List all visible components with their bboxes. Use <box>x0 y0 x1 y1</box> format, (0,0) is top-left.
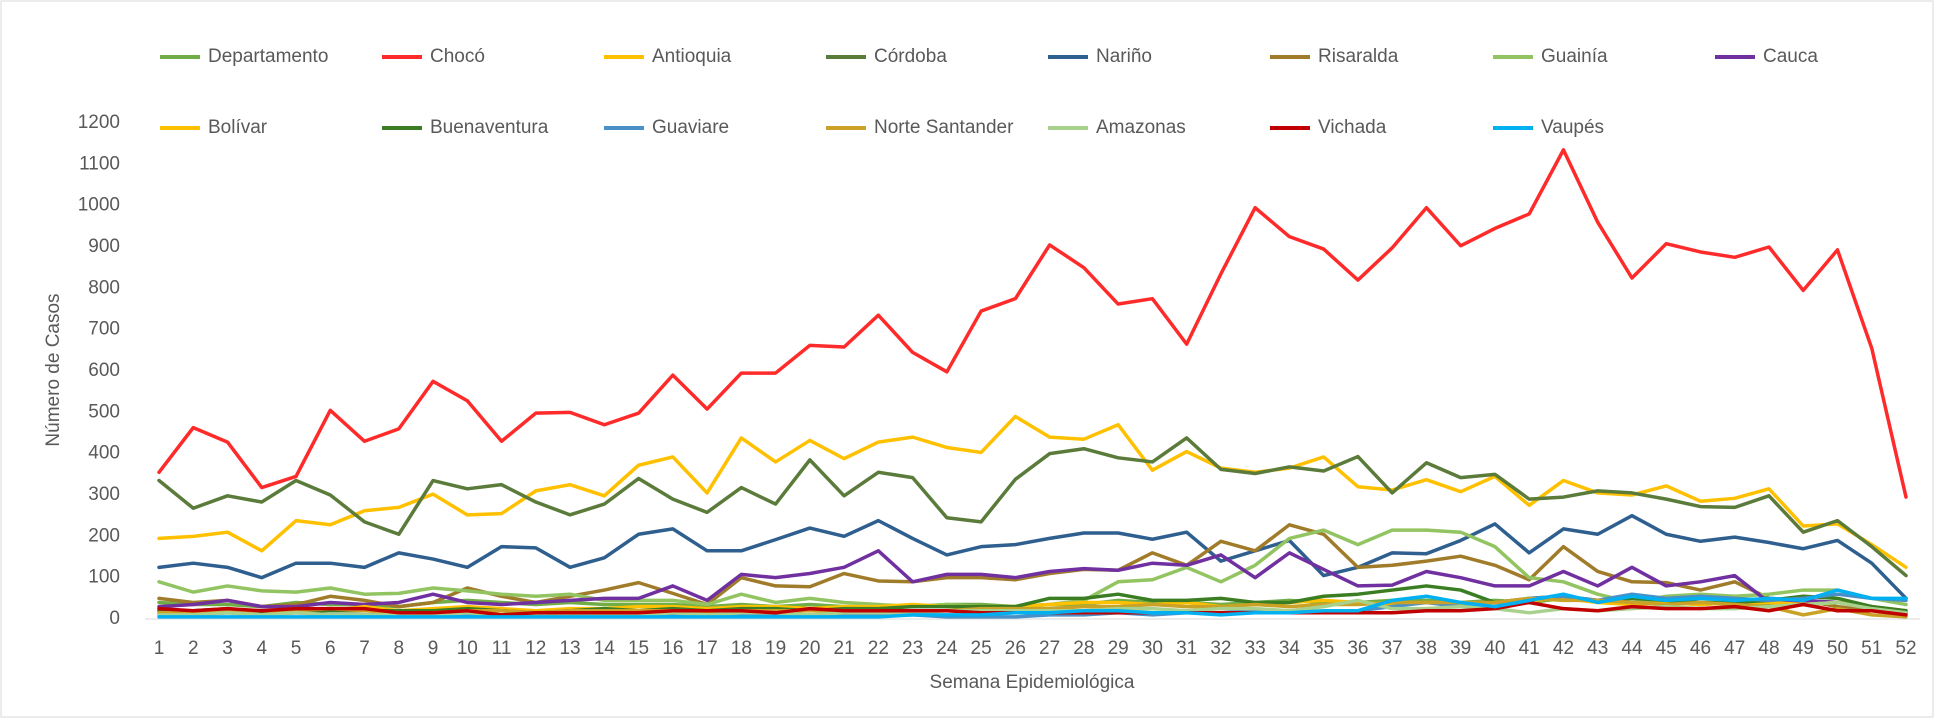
legend-label: Chocó <box>430 46 485 67</box>
x-tick-label: 5 <box>291 638 302 659</box>
x-tick-label: 50 <box>1827 638 1848 659</box>
legend-label: Buenaventura <box>430 117 549 138</box>
legend-label: Cauca <box>1763 46 1818 67</box>
legend-label: Amazonas <box>1096 117 1186 138</box>
x-tick-label: 22 <box>868 638 889 659</box>
x-tick-label: 31 <box>1176 638 1197 659</box>
legend-label: Nariño <box>1096 46 1152 67</box>
x-tick-label: 24 <box>936 638 958 659</box>
x-tick-label: 35 <box>1313 638 1334 659</box>
x-tick-label: 43 <box>1587 638 1608 659</box>
x-axis-title: Semana Epidemiológica <box>930 672 1135 693</box>
x-tick-label: 33 <box>1245 638 1266 659</box>
y-tick-label: 400 <box>88 443 120 464</box>
x-tick-label: 13 <box>559 638 580 659</box>
x-tick-label: 9 <box>428 638 439 659</box>
legend-label: Risaralda <box>1318 46 1399 67</box>
legend-label: Vichada <box>1318 117 1387 138</box>
y-tick-label: 600 <box>88 360 120 381</box>
x-tick-label: 18 <box>731 638 752 659</box>
y-tick-label: 500 <box>88 401 120 422</box>
y-tick-label: 1200 <box>78 112 120 133</box>
x-tick-label: 15 <box>628 638 649 659</box>
x-tick-label: 52 <box>1895 638 1916 659</box>
x-tick-label: 45 <box>1656 638 1677 659</box>
x-tick-label: 20 <box>799 638 820 659</box>
x-tick-label: 7 <box>359 638 370 659</box>
x-tick-label: 40 <box>1484 638 1505 659</box>
x-tick-label: 41 <box>1519 638 1540 659</box>
y-tick-label: 300 <box>88 484 120 505</box>
x-tick-label: 8 <box>393 638 404 659</box>
x-tick-label: 49 <box>1793 638 1814 659</box>
x-tick-label: 36 <box>1347 638 1368 659</box>
legend-label: Antioquia <box>652 46 732 67</box>
legend-label: Córdoba <box>874 46 947 67</box>
series-line <box>157 414 1908 570</box>
x-tick-label: 42 <box>1553 638 1574 659</box>
legend-label: Norte Santander <box>874 117 1014 138</box>
x-tick-label: 4 <box>256 638 267 659</box>
x-tick-label: 44 <box>1621 638 1643 659</box>
x-tick-label: 37 <box>1382 638 1403 659</box>
series-line <box>157 549 1908 615</box>
x-tick-label: 21 <box>834 638 855 659</box>
x-tick-label: 27 <box>1039 638 1060 659</box>
x-tick-label: 30 <box>1142 638 1163 659</box>
x-tick-label: 47 <box>1724 638 1745 659</box>
x-tick-label: 39 <box>1450 638 1471 659</box>
x-tick-label: 10 <box>457 638 478 659</box>
legend-label: Vaupés <box>1541 117 1604 138</box>
x-tick-label: 46 <box>1690 638 1711 659</box>
series-line <box>157 596 1908 615</box>
legend-label: Guainía <box>1541 46 1608 67</box>
series-line <box>157 588 1908 619</box>
x-tick-label: 23 <box>902 638 923 659</box>
y-tick-label: 0 <box>109 608 120 629</box>
x-tick-label: 38 <box>1416 638 1437 659</box>
y-tick-label: 1000 <box>78 195 120 216</box>
legend-label: Guaviare <box>652 117 729 138</box>
x-tick-label: 19 <box>765 638 786 659</box>
x-tick-label: 51 <box>1861 638 1882 659</box>
legend-label: Bolívar <box>208 117 268 138</box>
x-tick-label: 14 <box>594 638 616 659</box>
series-line <box>157 148 1908 499</box>
x-tick-label: 12 <box>525 638 546 659</box>
x-tick-label: 29 <box>1108 638 1129 659</box>
series-line <box>157 436 1908 578</box>
x-tick-label: 25 <box>971 638 992 659</box>
series-line <box>157 513 1908 601</box>
x-tick-label: 26 <box>1005 638 1026 659</box>
x-tick-label: 1 <box>154 638 165 659</box>
y-tick-label: 800 <box>88 277 120 298</box>
legend-label: Departamento <box>208 46 328 67</box>
x-tick-label: 2 <box>188 638 199 659</box>
x-tick-label: 16 <box>662 638 683 659</box>
x-tick-label: 6 <box>325 638 336 659</box>
y-axis-title: Número de Casos <box>43 293 64 446</box>
y-tick-label: 700 <box>88 319 120 340</box>
x-tick-label: 32 <box>1210 638 1231 659</box>
y-tick-label: 100 <box>88 567 120 588</box>
x-tick-label: 3 <box>222 638 233 659</box>
y-tick-label: 200 <box>88 525 120 546</box>
x-tick-label: 11 <box>492 638 512 659</box>
y-tick-label: 900 <box>88 236 120 257</box>
y-tick-label: 1100 <box>79 153 120 174</box>
x-tick-label: 28 <box>1073 638 1094 659</box>
x-tick-label: 48 <box>1758 638 1779 659</box>
x-tick-label: 17 <box>697 638 718 659</box>
x-tick-label: 34 <box>1279 638 1301 659</box>
